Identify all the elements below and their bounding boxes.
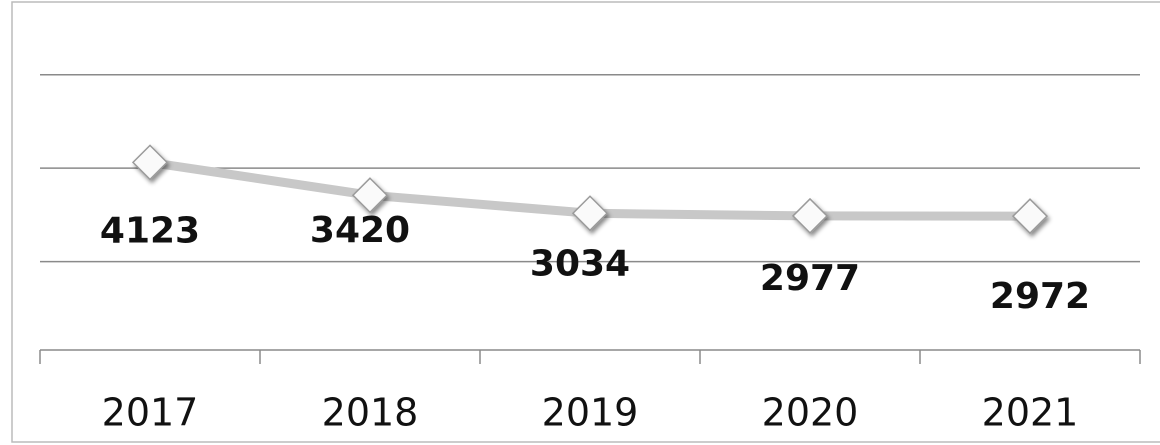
x-tick-label: 2020 [762,391,859,435]
data-label: 3034 [530,243,630,284]
data-label: 3420 [310,210,410,251]
data-label: 4123 [100,210,200,251]
x-tick-label: 2017 [102,391,199,435]
x-tick-label: 2018 [322,391,419,435]
x-tick-label: 2019 [542,391,639,435]
data-label: 2972 [990,276,1090,317]
data-label: 2977 [760,258,860,299]
marker [571,195,609,232]
marker [351,177,389,214]
marker [791,197,829,234]
marker [1011,198,1049,235]
x-tick-label: 2021 [982,391,1079,435]
chart-frame [11,1,1160,443]
marker [131,144,169,181]
